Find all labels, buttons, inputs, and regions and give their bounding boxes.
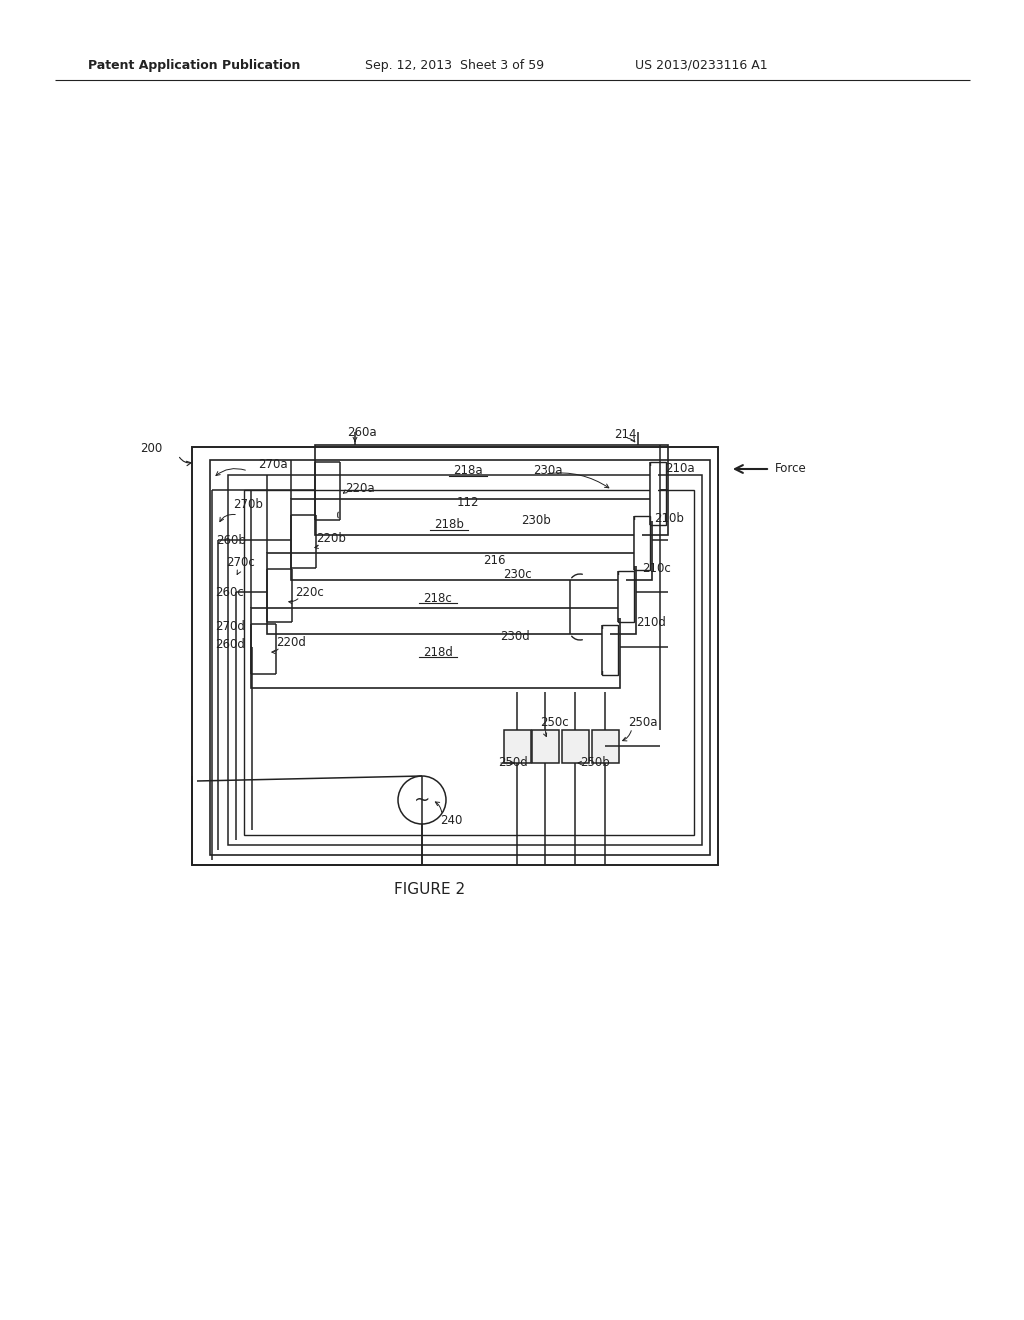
Text: 270d: 270d — [215, 620, 245, 634]
Text: 250c: 250c — [540, 715, 568, 729]
Bar — [650, 466, 658, 521]
Bar — [602, 630, 610, 671]
Text: 218b: 218b — [434, 519, 464, 532]
Text: Sep. 12, 2013  Sheet 3 of 59: Sep. 12, 2013 Sheet 3 of 59 — [365, 58, 544, 71]
Bar — [634, 516, 650, 570]
Text: 250a: 250a — [628, 715, 657, 729]
Text: ~: ~ — [414, 791, 430, 809]
Text: FIGURE 2: FIGURE 2 — [394, 883, 466, 898]
Bar — [228, 475, 702, 845]
Bar — [193, 447, 718, 865]
Text: 250b: 250b — [580, 755, 609, 768]
Text: 220d: 220d — [276, 636, 306, 649]
Text: 270a: 270a — [258, 458, 288, 471]
Bar — [504, 730, 531, 763]
Bar — [315, 445, 668, 535]
Bar — [618, 576, 626, 618]
Text: 240: 240 — [440, 813, 463, 826]
Text: 230d: 230d — [500, 631, 529, 644]
Text: 270b: 270b — [233, 499, 263, 511]
Text: US 2013/0233116 A1: US 2013/0233116 A1 — [635, 58, 768, 71]
Bar — [291, 499, 652, 579]
Bar — [634, 520, 642, 566]
Bar — [592, 730, 618, 763]
Text: 210d: 210d — [636, 615, 666, 628]
Text: 200: 200 — [139, 441, 162, 454]
Text: 260a: 260a — [347, 425, 377, 438]
Text: 216: 216 — [483, 553, 506, 566]
Text: 260b: 260b — [216, 535, 246, 548]
Text: Force: Force — [775, 462, 807, 475]
Text: 210a: 210a — [665, 462, 694, 474]
Bar — [251, 609, 620, 688]
Text: 210b: 210b — [654, 512, 684, 525]
Text: 112: 112 — [457, 496, 479, 510]
Bar — [267, 553, 636, 634]
Bar — [532, 730, 559, 763]
Text: 218d: 218d — [423, 645, 453, 659]
Bar — [210, 459, 710, 855]
Text: 210c: 210c — [642, 561, 671, 574]
Text: 270c: 270c — [226, 557, 255, 569]
Text: 260d: 260d — [215, 639, 245, 652]
Text: Patent Application Publication: Patent Application Publication — [88, 58, 300, 71]
Bar — [618, 572, 634, 622]
Bar — [562, 730, 589, 763]
Text: 250d: 250d — [498, 755, 527, 768]
Bar — [650, 462, 666, 525]
Text: 230b: 230b — [521, 515, 551, 528]
Text: 220b: 220b — [316, 532, 346, 545]
Text: 230a: 230a — [534, 465, 562, 478]
Text: 218a: 218a — [454, 465, 482, 478]
Text: 220c: 220c — [295, 586, 324, 598]
Text: 218c: 218c — [424, 591, 453, 605]
Text: 230c: 230c — [503, 569, 531, 582]
Text: 260c: 260c — [215, 586, 244, 599]
Text: 214: 214 — [614, 428, 637, 441]
Bar — [244, 490, 694, 836]
Text: 220a: 220a — [345, 482, 375, 495]
Bar — [602, 624, 618, 675]
